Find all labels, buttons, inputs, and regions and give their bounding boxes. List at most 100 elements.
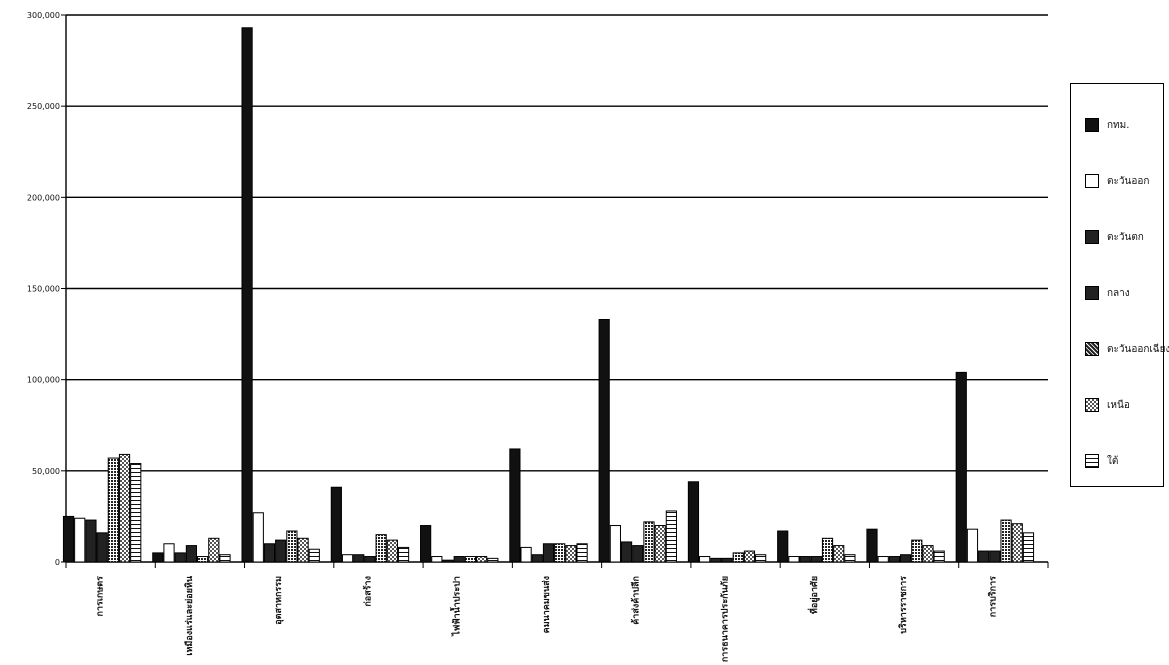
bar bbox=[420, 525, 432, 563]
bar bbox=[130, 463, 142, 563]
x-tick-label: บริหารราชการ bbox=[898, 576, 909, 634]
legend-swatch bbox=[1085, 230, 1099, 244]
bar bbox=[687, 481, 700, 563]
legend-item: ใต้ bbox=[1085, 452, 1118, 470]
bar bbox=[922, 545, 934, 563]
x-tick-label: คมนาคมขนส่ง bbox=[541, 576, 552, 633]
bar bbox=[85, 519, 97, 563]
bar bbox=[598, 318, 610, 563]
legend-swatch bbox=[1085, 118, 1099, 132]
bar bbox=[397, 546, 410, 563]
bar bbox=[453, 556, 465, 563]
bar bbox=[308, 548, 320, 563]
bar bbox=[743, 550, 756, 563]
axes bbox=[61, 14, 1049, 568]
bar bbox=[152, 552, 164, 563]
bar bbox=[263, 543, 276, 563]
bar bbox=[609, 525, 621, 563]
bar bbox=[542, 543, 555, 563]
legend-item: กลาง bbox=[1085, 284, 1130, 302]
bar bbox=[520, 546, 532, 563]
bar bbox=[107, 457, 119, 563]
legend: กทม. ตะวันออกตะวันตกกลางตะวันออกเฉียง เหนื… bbox=[1070, 83, 1169, 487]
bar bbox=[911, 539, 923, 563]
legend-label: ตะวันตก bbox=[1107, 231, 1144, 243]
bar bbox=[375, 534, 387, 563]
x-tick-label: ไฟฟ้าน้ำประปา bbox=[450, 576, 463, 637]
x-tick-label: การบริการ bbox=[987, 576, 998, 617]
bar bbox=[219, 554, 231, 563]
legend-label: ใต้ bbox=[1107, 455, 1119, 467]
bar bbox=[464, 556, 477, 563]
bar bbox=[364, 556, 376, 563]
bar bbox=[643, 521, 655, 563]
legend-item: ตะวันออก bbox=[1085, 172, 1149, 190]
bar bbox=[431, 556, 443, 563]
legend-swatch bbox=[1085, 174, 1099, 188]
bar bbox=[654, 525, 666, 563]
legend-label: กทม. bbox=[1107, 119, 1130, 131]
bar bbox=[844, 554, 856, 563]
bar bbox=[899, 554, 912, 563]
bar bbox=[353, 554, 365, 563]
bar bbox=[732, 552, 744, 563]
bar bbox=[1022, 532, 1035, 563]
bar bbox=[442, 559, 454, 563]
bar bbox=[531, 554, 543, 563]
legend-swatch bbox=[1085, 286, 1099, 300]
x-tick-label: ก่อสร้าง bbox=[362, 576, 373, 607]
bar bbox=[755, 554, 767, 563]
bar bbox=[1011, 523, 1023, 563]
bar bbox=[476, 556, 488, 563]
bar bbox=[799, 556, 811, 563]
y-tick-label: 200,000 bbox=[27, 193, 60, 202]
legend-label: เหนือ bbox=[1107, 399, 1130, 411]
x-tick-label: การเกษตร bbox=[96, 576, 106, 617]
y-tick-label: 300,000 bbox=[27, 11, 60, 20]
bar bbox=[888, 556, 900, 563]
legend-item: ตะวันตก bbox=[1085, 228, 1144, 246]
y-tick-label: 100,000 bbox=[27, 376, 60, 385]
bar bbox=[74, 517, 86, 563]
bar bbox=[810, 556, 822, 563]
bar bbox=[252, 512, 264, 563]
bar bbox=[509, 448, 521, 563]
bar bbox=[632, 545, 644, 563]
bar bbox=[777, 530, 789, 563]
x-tick-label: ที่อยู่อาศัย bbox=[807, 576, 820, 614]
bar bbox=[163, 543, 175, 563]
x-tick-label: เหมืองแร่และย่อยหิน bbox=[183, 575, 195, 655]
legend-item: เหนือ bbox=[1085, 396, 1130, 414]
y-tick-label: 50,000 bbox=[32, 467, 60, 476]
bar bbox=[185, 545, 198, 563]
bar bbox=[386, 539, 398, 563]
bar bbox=[620, 541, 633, 563]
x-tick-label: ค้าส่งค้าปลีก bbox=[630, 576, 641, 625]
bar bbox=[576, 543, 588, 563]
legend-swatch bbox=[1085, 398, 1099, 412]
bar bbox=[297, 537, 309, 563]
bar bbox=[877, 556, 889, 563]
bar bbox=[989, 550, 1001, 563]
bar bbox=[174, 552, 186, 563]
y-tick-label: 250,000 bbox=[27, 102, 60, 111]
bar bbox=[208, 537, 220, 563]
bar bbox=[665, 510, 677, 563]
bar bbox=[286, 530, 298, 563]
x-tick-label: การธนาคารประกันภัย bbox=[720, 576, 731, 662]
bar bbox=[721, 557, 733, 563]
bar bbox=[1000, 519, 1012, 563]
bar bbox=[565, 545, 577, 563]
bar bbox=[62, 515, 75, 563]
bar bbox=[710, 557, 722, 563]
legend-swatch bbox=[1085, 342, 1099, 356]
bar bbox=[821, 537, 834, 563]
bar bbox=[955, 371, 967, 563]
bar bbox=[197, 556, 209, 563]
legend-label: ตะวันออก bbox=[1107, 175, 1150, 187]
y-tick-label: 150,000 bbox=[27, 285, 60, 294]
bar bbox=[96, 532, 108, 563]
